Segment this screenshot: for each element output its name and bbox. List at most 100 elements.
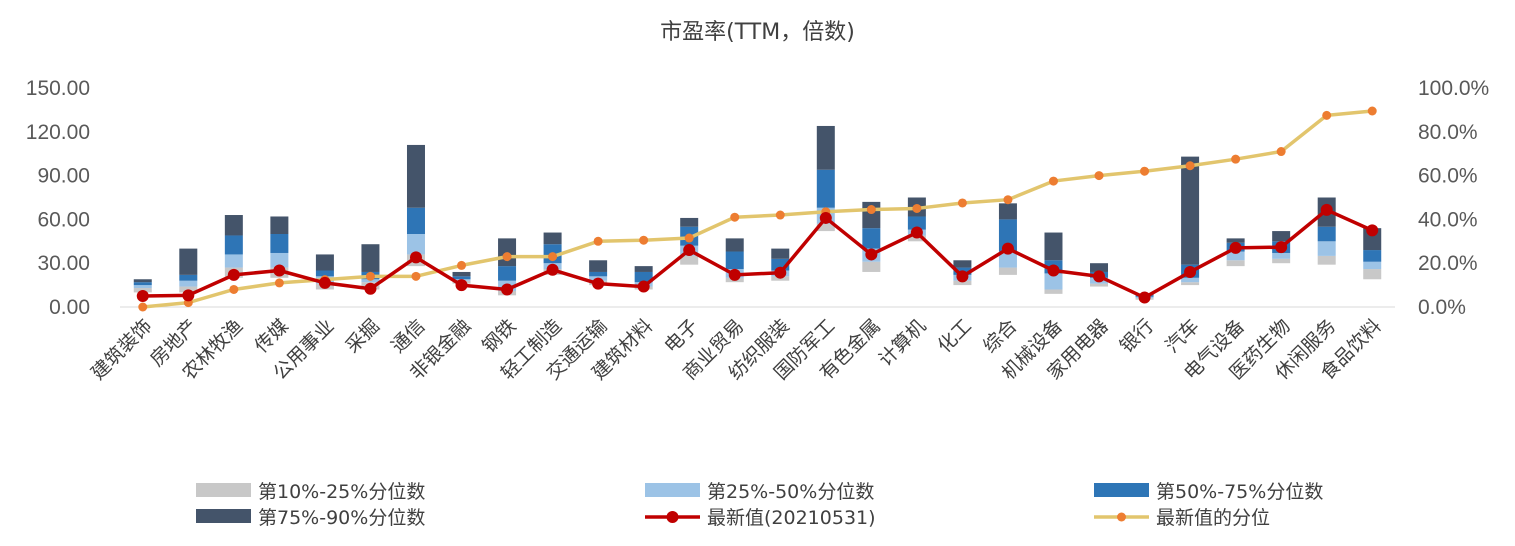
bar-segment — [1044, 289, 1063, 294]
legend-marker — [1117, 512, 1126, 522]
latest-value-point — [774, 266, 787, 279]
bar-segment — [634, 271, 653, 283]
bar-segment — [907, 216, 926, 230]
percentile-point — [411, 271, 421, 281]
legend-group: 第10%-25%分位数 第25%-50%分位数 第50%-75%分位数第75%-90… — [196, 481, 1323, 529]
bar-segment — [406, 207, 425, 234]
bar-segment — [361, 244, 380, 272]
latest-value-point — [728, 268, 741, 281]
latest-value-point — [637, 280, 650, 293]
latest-value-point — [364, 282, 377, 295]
percentile-point — [138, 302, 148, 312]
legend-label: 第75%-90%分位数 — [258, 507, 425, 529]
bar-segment — [315, 270, 334, 277]
percentile-point — [1231, 154, 1241, 164]
legend-marker — [666, 511, 679, 523]
percentile-line — [142, 109, 1373, 309]
legend-label: 最新值(20210531) — [707, 507, 876, 529]
latest-value-point — [819, 211, 832, 224]
bar-segment — [270, 216, 289, 234]
chart-title: 市盈率(TTM，倍数) — [660, 20, 855, 45]
bar-segment — [1272, 258, 1291, 264]
bar-segment — [998, 219, 1017, 252]
latest-value-point — [1138, 291, 1151, 304]
percentile-point — [730, 212, 740, 222]
percentile-point — [957, 198, 967, 208]
bar-segment — [1272, 231, 1291, 242]
bar-segment — [179, 280, 198, 287]
percentile-point — [229, 284, 239, 294]
labels-group: 建筑装饰房地产农林牧渔 传媒公用事业 采掘 通信非银金融 钢铁轻工制造交通运输建筑材料电… — [87, 315, 1386, 384]
y-right-tick-label: 20.0% — [1418, 252, 1478, 275]
bar-segment — [634, 266, 653, 272]
latest-value-point — [318, 276, 331, 289]
latest-value-point — [1229, 241, 1242, 254]
bar-segment — [1226, 238, 1245, 243]
percentile-point — [1276, 147, 1286, 157]
latest-value-point — [546, 263, 559, 276]
bar-segment — [1363, 261, 1382, 270]
y-left-tick-label: 0.00 — [49, 296, 90, 319]
legend-swatch — [196, 509, 251, 523]
percentile-point — [684, 233, 694, 243]
latest-value-point — [910, 226, 923, 239]
percentile-point — [912, 203, 922, 213]
bar-segment — [680, 255, 699, 265]
bar-segment — [1272, 252, 1291, 259]
y-left-tick-label: 60.00 — [37, 208, 90, 231]
axes-group: 0.00 30.00 60.00 90.00 120.00 150.00 0.0% 20.0%… — [26, 77, 1489, 319]
bar-segment — [998, 203, 1017, 220]
bar-segment — [816, 125, 835, 170]
percentile-point — [1048, 176, 1058, 186]
bar-segment — [1363, 250, 1382, 262]
latest-value-point — [1366, 224, 1379, 237]
bar-segment — [680, 217, 699, 227]
bar-segment — [816, 169, 835, 208]
bar-segment — [224, 235, 243, 255]
bar-segment — [1181, 282, 1200, 286]
x-tick-label: 计算机 — [875, 315, 931, 371]
y-left-tick-label: 150.00 — [26, 77, 90, 100]
x-tick-label: 化工 — [934, 315, 976, 357]
latest-value-point — [182, 289, 195, 302]
latest-value-point — [865, 248, 878, 261]
y-left-tick-label: 120.00 — [26, 121, 90, 144]
bar-segment — [771, 258, 790, 271]
latest-value-point — [1320, 203, 1333, 216]
bar-segment — [725, 238, 744, 252]
bar-segment — [1226, 251, 1245, 261]
bar-segment — [1363, 269, 1382, 280]
legend-label: 最新值的分位 — [1156, 507, 1270, 529]
x-tick-label: 采掘 — [342, 315, 384, 357]
bar-segment — [1317, 226, 1336, 242]
bar-segment — [953, 280, 972, 286]
latest-value-point — [1047, 264, 1060, 277]
x-tick-label: 银行 — [1116, 315, 1158, 357]
bar-segment — [1090, 263, 1109, 272]
latest-value-point — [227, 268, 240, 281]
bar-segment — [1181, 277, 1200, 283]
percentile-point — [274, 278, 284, 288]
percentile-point — [1094, 171, 1104, 181]
bar-segment — [406, 234, 425, 255]
bar-segment — [1090, 283, 1109, 287]
percentile-point — [1140, 166, 1150, 176]
legend-label: 第25%-50%分位数 — [707, 481, 874, 503]
lines-group — [136, 106, 1379, 312]
bar-segment — [179, 274, 198, 281]
bar-segment — [1044, 232, 1063, 261]
bar-segment — [1226, 260, 1245, 267]
bar-segment — [1317, 241, 1336, 256]
percentile-point — [639, 235, 649, 245]
percentile-point — [548, 252, 558, 262]
y-left-tick-label: 90.00 — [37, 165, 90, 188]
legend-label: 第10%-25%分位数 — [258, 481, 425, 503]
bar-segment — [953, 260, 972, 268]
latest-value-point — [136, 290, 149, 303]
latest-value-point — [455, 279, 468, 292]
percentile-point — [1185, 161, 1195, 171]
legend-label: 第50%-75%分位数 — [1156, 481, 1323, 503]
y-right-tick-label: 40.0% — [1418, 208, 1478, 231]
legend-swatch — [645, 483, 700, 497]
